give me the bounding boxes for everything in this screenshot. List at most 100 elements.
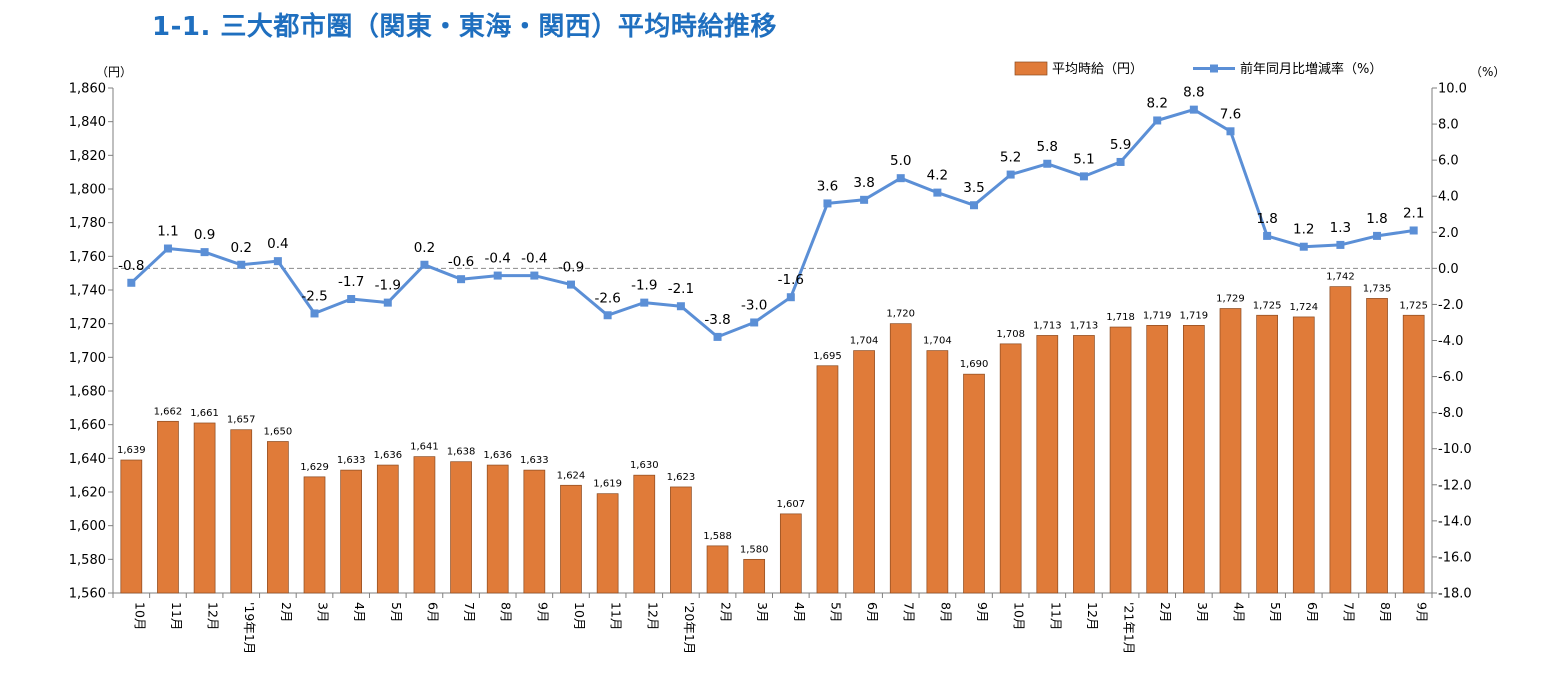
line-point (457, 275, 466, 284)
left-axis-tick-label: 1,740 (69, 284, 106, 299)
bar-data-label: 1,690 (960, 359, 989, 370)
right-axis-tick-label: 10.0 (1438, 82, 1467, 97)
line-data-label: 0.2 (230, 240, 251, 256)
line-point (1043, 159, 1052, 168)
line-data-label: -0.4 (521, 251, 547, 267)
bar (633, 474, 656, 594)
line-data-label: 1.8 (1256, 211, 1277, 227)
bar-data-label: 1,704 (923, 336, 952, 347)
line-point (603, 311, 612, 320)
bar-data-label: 1,720 (886, 309, 915, 320)
bar (779, 513, 802, 594)
line-data-label: 1.8 (1366, 211, 1387, 227)
bar-data-label: 1,719 (1180, 310, 1209, 321)
line-point (676, 302, 685, 311)
line-data-label: -0.8 (118, 258, 144, 274)
left-axis-tick-label: 1,800 (69, 183, 106, 198)
left-axis-tick-label: 1,560 (69, 587, 106, 602)
line-point (1409, 226, 1418, 235)
line-point (420, 260, 429, 269)
bar-data-label: 1,588 (703, 531, 732, 542)
x-axis-tick-label: 2月 (1158, 602, 1173, 622)
left-axis-tick-label: 1,680 (69, 385, 106, 400)
line-point (1153, 116, 1162, 125)
bar-data-label: 1,729 (1216, 294, 1245, 305)
x-axis-tick-label: 12月 (206, 602, 221, 630)
line-point (1336, 240, 1345, 249)
bar (999, 343, 1022, 594)
bar (743, 558, 766, 594)
x-axis-tick-label: 10月 (132, 602, 147, 630)
x-axis-tick-label: 9月 (975, 602, 990, 622)
bar (486, 464, 509, 594)
line-point (237, 260, 246, 269)
left-axis-tick-label: 1,760 (69, 250, 106, 265)
bar-data-label: 1,641 (410, 442, 439, 453)
x-axis-tick-label: 4月 (1231, 602, 1246, 622)
x-axis-tick-label: 9月 (535, 602, 550, 622)
line-point (1373, 231, 1382, 240)
line-data-label: 8.8 (1183, 85, 1204, 101)
bar-data-label: 1,580 (740, 544, 769, 555)
line-data-label: 1.2 (1293, 222, 1314, 238)
bar (413, 456, 436, 594)
line-data-label: -1.9 (375, 278, 401, 294)
bar (340, 469, 363, 594)
bar (376, 464, 399, 594)
x-axis-tick-label: 8月 (499, 602, 514, 622)
left-axis-tick-label: 1,620 (69, 486, 106, 501)
right-axis-tick-label: -6.0 (1438, 370, 1463, 385)
bar (926, 350, 949, 594)
bar-data-label: 1,650 (264, 427, 293, 438)
line-point (383, 298, 392, 307)
line-point (530, 271, 539, 280)
x-axis-tick-label: 7月 (462, 602, 477, 622)
line-point (713, 332, 722, 341)
bar (193, 422, 216, 594)
left-axis-tick-label: 1,580 (69, 553, 106, 568)
bar-data-label: 1,718 (1106, 312, 1135, 323)
line-data-label: 1.1 (157, 224, 178, 240)
line-data-label: -0.9 (558, 260, 584, 276)
line-data-label: 0.2 (414, 240, 435, 256)
line-data-label: 3.6 (817, 178, 838, 194)
line-data-label: 8.2 (1146, 95, 1167, 111)
bar-data-label: 1,633 (337, 455, 366, 466)
bar (1182, 325, 1205, 594)
bar-data-label: 1,704 (850, 336, 879, 347)
legend-bar-label: 平均時給（円） (1052, 62, 1143, 77)
right-axis-tick-label: 0.0 (1438, 262, 1459, 277)
line-data-label: 0.4 (267, 236, 288, 252)
bar (706, 545, 729, 594)
line-point (310, 309, 319, 318)
x-axis-tick-label: 3月 (316, 602, 331, 622)
line-point (163, 244, 172, 253)
right-axis-tick-label: -16.0 (1438, 550, 1472, 565)
x-axis-tick-label: 8月 (938, 602, 953, 622)
line-data-label: -2.1 (668, 281, 694, 297)
bar-data-label: 1,633 (520, 455, 549, 466)
bar (670, 486, 692, 594)
x-axis-tick-label: '21年1月 (1122, 602, 1137, 654)
bar-data-label: 1,636 (373, 450, 402, 461)
right-axis-tick-label: -12.0 (1438, 478, 1472, 493)
line-point (200, 248, 209, 257)
right-axis-tick-label: -2.0 (1438, 298, 1463, 313)
bar-data-label: 1,719 (1143, 310, 1172, 321)
bar (1256, 314, 1278, 594)
bar-data-label: 1,735 (1363, 283, 1392, 294)
line-point (1226, 127, 1235, 136)
right-axis-tick-label: -4.0 (1438, 334, 1463, 349)
bar (523, 469, 546, 594)
x-axis-tick-label: 10月 (1012, 602, 1027, 630)
bar (267, 441, 289, 594)
line-data-label: -0.4 (485, 251, 511, 267)
bar-data-label: 1,619 (593, 479, 622, 490)
bar-data-label: 1,636 (483, 450, 512, 461)
line-point (933, 188, 942, 197)
bar-data-label: 1,623 (667, 472, 696, 483)
bar (1146, 325, 1169, 594)
line-point (786, 293, 795, 302)
legend-bar-swatch (1014, 61, 1048, 76)
x-axis-tick-label: 12月 (1085, 602, 1100, 630)
